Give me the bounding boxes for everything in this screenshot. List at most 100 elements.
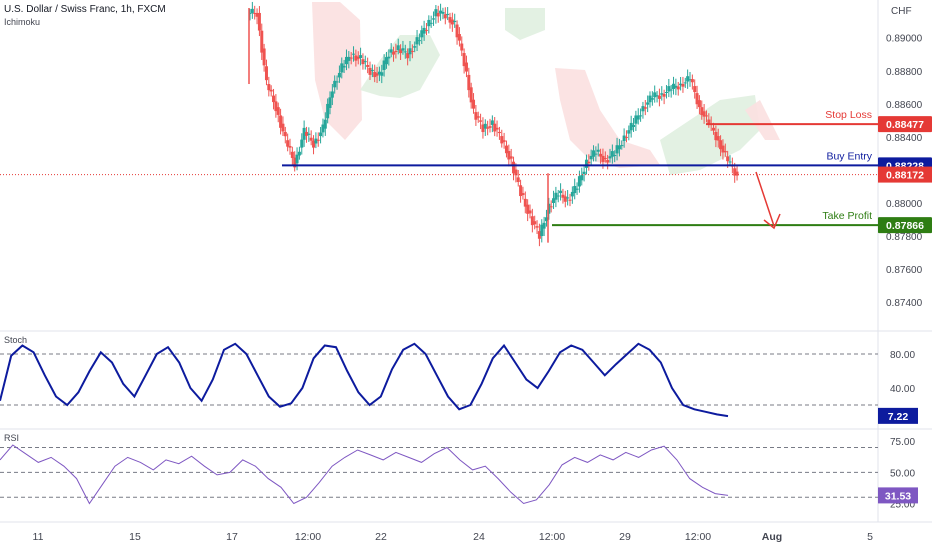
candle-body bbox=[702, 111, 706, 117]
candle-body bbox=[528, 210, 532, 214]
pane-tick-label: 40.00 bbox=[890, 384, 915, 395]
cloud-segment bbox=[360, 35, 440, 98]
candle-body bbox=[415, 37, 419, 45]
candle-body bbox=[403, 51, 407, 53]
price-tick-label: 0.87800 bbox=[886, 232, 923, 243]
candle-body bbox=[472, 99, 476, 109]
candle-body bbox=[260, 30, 264, 53]
candle-body bbox=[446, 13, 450, 15]
current-value-label: 31.53 bbox=[885, 490, 911, 502]
candle-body bbox=[603, 157, 607, 159]
candle-body bbox=[467, 74, 471, 91]
level-label: Stop Loss bbox=[825, 109, 872, 121]
candle-body bbox=[624, 136, 628, 138]
time-axis[interactable]: 11 15 17 12:00 22 24 12:00 29 12:00 Aug 5 bbox=[33, 531, 874, 543]
time-tick-label: 29 bbox=[619, 531, 631, 543]
candle-body bbox=[636, 115, 640, 120]
stoch-pane[interactable]: Stoch 80.00 40.00 7.22 bbox=[0, 335, 918, 424]
candle-body bbox=[396, 45, 400, 51]
candle-body bbox=[662, 93, 666, 97]
candle-body bbox=[417, 40, 421, 42]
candle-body bbox=[399, 49, 403, 54]
candle-body bbox=[632, 124, 636, 127]
candle-body bbox=[490, 120, 494, 125]
pane-tick-label: 75.00 bbox=[890, 437, 915, 448]
candle-body bbox=[316, 139, 320, 141]
candle-body bbox=[450, 19, 454, 25]
candle-body bbox=[349, 57, 353, 59]
candle-body bbox=[587, 161, 591, 164]
candle-body bbox=[361, 59, 365, 65]
candle-body bbox=[542, 222, 546, 229]
indicator-line bbox=[0, 444, 729, 505]
candle-body bbox=[406, 53, 410, 59]
candle-body bbox=[272, 95, 276, 103]
candle-body bbox=[394, 50, 398, 52]
candle-body bbox=[370, 69, 374, 71]
candle-body bbox=[264, 66, 268, 81]
candle-body bbox=[443, 14, 447, 19]
candle-body bbox=[629, 122, 633, 131]
candle-body bbox=[356, 56, 360, 59]
candle-body bbox=[333, 80, 337, 88]
symbol-title: U.S. Dollar / Swiss Franc, 1h, FXCM bbox=[4, 4, 166, 15]
candle-body bbox=[283, 131, 287, 137]
candle-body bbox=[559, 190, 563, 194]
candle-body bbox=[664, 91, 668, 93]
candle-body bbox=[502, 140, 506, 142]
candle-body bbox=[457, 34, 461, 41]
candle-body bbox=[509, 156, 513, 159]
candle-body bbox=[697, 100, 701, 108]
candle-body bbox=[401, 48, 405, 51]
pane-title: Stoch bbox=[4, 335, 27, 345]
level-price-tag bbox=[878, 116, 932, 133]
candle-body bbox=[420, 30, 424, 38]
candle-body bbox=[255, 12, 259, 17]
candle-body bbox=[563, 196, 567, 202]
candle-body bbox=[290, 151, 294, 158]
time-tick-label: 11 bbox=[33, 531, 44, 543]
candle-body bbox=[464, 62, 468, 72]
candle-body bbox=[319, 132, 323, 137]
pane-tick-label: 25.00 bbox=[890, 500, 915, 511]
time-tick-label: 5 bbox=[867, 531, 873, 543]
candle-body bbox=[384, 57, 388, 65]
candle-body bbox=[363, 61, 367, 63]
candle-body bbox=[413, 46, 417, 48]
time-tick-label: 12:00 bbox=[539, 531, 565, 543]
currency-label[interactable]: CHF bbox=[891, 6, 912, 17]
candle-body bbox=[599, 153, 603, 157]
candle-body bbox=[552, 198, 556, 204]
candle-body bbox=[337, 72, 341, 78]
candle-body bbox=[568, 199, 572, 201]
candle-body bbox=[297, 151, 301, 156]
time-tick-label: 12:00 bbox=[295, 531, 321, 543]
candle-body bbox=[580, 175, 584, 181]
price-tick-label: 0.88400 bbox=[886, 133, 923, 144]
candle-body bbox=[622, 135, 626, 142]
candle-body bbox=[683, 82, 687, 84]
time-tick-label: 12:00 bbox=[685, 531, 711, 543]
candle-body bbox=[690, 79, 694, 83]
candle-body bbox=[474, 112, 478, 120]
candle-body bbox=[667, 86, 671, 92]
candle-body bbox=[547, 203, 551, 214]
candle-body bbox=[655, 95, 659, 97]
candle-body bbox=[295, 154, 299, 164]
price-tick-label: 0.87600 bbox=[886, 265, 923, 276]
candle-body bbox=[733, 168, 737, 176]
candle-body bbox=[427, 19, 431, 27]
candle-body bbox=[549, 206, 553, 208]
price-axis[interactable]: 0.89000 0.88800 0.88600 0.88400 0.88000 0.878… bbox=[886, 34, 923, 309]
candle-body bbox=[512, 161, 516, 174]
candle-body bbox=[714, 131, 718, 141]
candle-body bbox=[293, 157, 297, 168]
candle-body bbox=[646, 102, 650, 105]
candle-body bbox=[716, 136, 720, 141]
candle-body bbox=[521, 193, 525, 196]
candle-body bbox=[584, 159, 588, 168]
price-tick-label: 0.88600 bbox=[886, 100, 923, 111]
